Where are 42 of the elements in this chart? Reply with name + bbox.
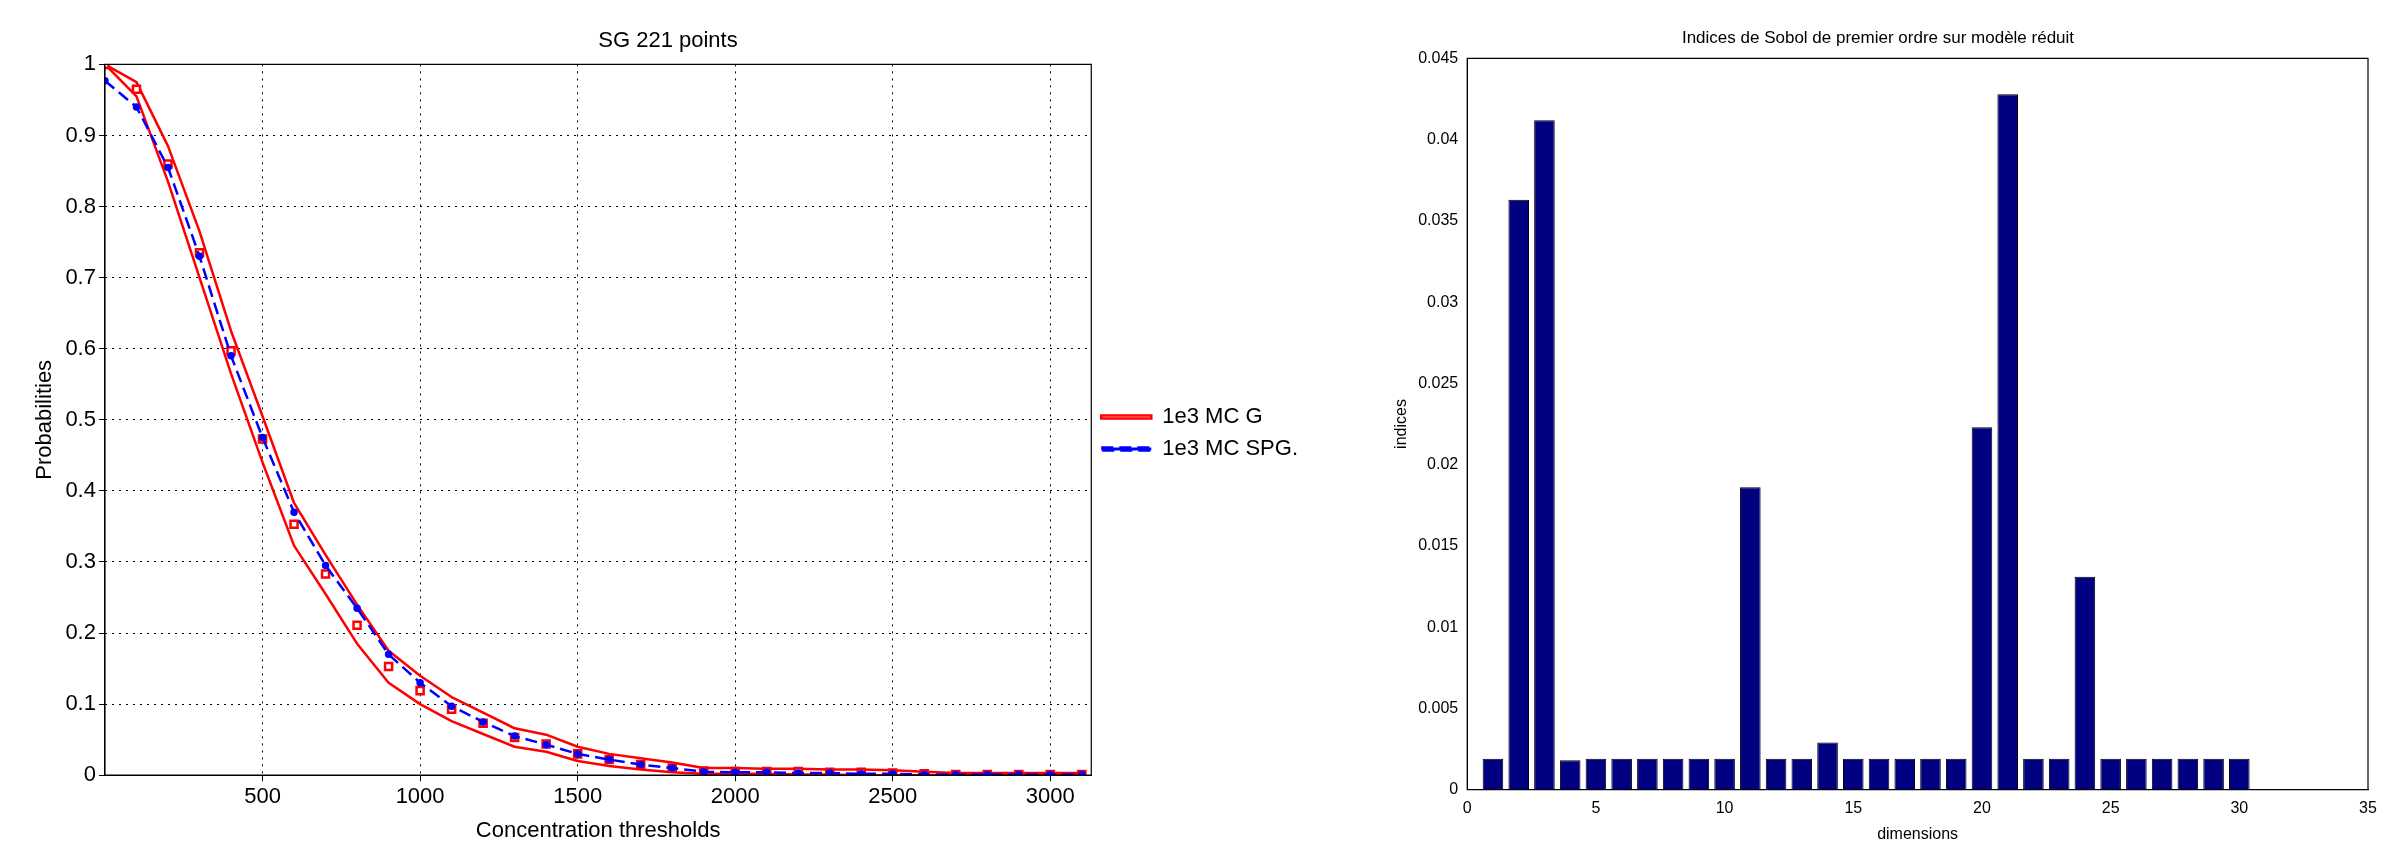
y-tick-label: 1 (83, 50, 96, 76)
y-tick-label: 0.005 (1418, 698, 1459, 716)
y-axis-title: Probabilities (31, 359, 57, 480)
y-tick-label: 0.015 (1418, 536, 1459, 554)
y-tick-label: 0.035 (1418, 211, 1459, 229)
y-tick-label: 0.2 (65, 619, 96, 645)
x-tick-label: 30 (2230, 798, 2249, 816)
y-tick-label: 0.4 (65, 476, 96, 502)
y-tick-label: 0.025 (1418, 373, 1459, 391)
x-tick-label: 20 (1973, 798, 1991, 816)
x-axis-title: Concentration thresholds (475, 816, 721, 842)
x-tick-label: 15 (1844, 798, 1863, 816)
x-tick-label: 25 (2101, 798, 2120, 816)
x-tick-label: 1500 (553, 783, 603, 809)
y-tick-label: 0.01 (1427, 617, 1459, 635)
y-axis-title: indices (1392, 399, 1410, 449)
y-tick-label: 0.3 (65, 548, 96, 574)
legend-label: 1e3 MC SPG. (1162, 435, 1298, 461)
x-tick-label: 35 (2359, 798, 2377, 816)
legend-label: 1e3 MC G (1162, 403, 1263, 429)
y-tick-label: 0.6 (65, 334, 96, 360)
x-tick-label: 2000 (710, 783, 760, 809)
x-axis-title: dimensions (1877, 824, 1959, 842)
x-tick-label: 10 (1715, 798, 1734, 816)
y-tick-label: 0.045 (1418, 48, 1459, 66)
x-tick-label: 5 (1591, 798, 1601, 816)
y-tick-label: 0.1 (65, 690, 96, 716)
y-tick-label: 0.8 (65, 192, 96, 218)
x-tick-label: 3000 (1025, 783, 1075, 809)
x-tick-label: 500 (244, 783, 281, 809)
x-tick-label: 2500 (868, 783, 918, 809)
y-tick-label: 0.04 (1427, 130, 1459, 148)
chart-title: Indices de Sobol de premier ordre sur modèle réduit (1681, 27, 2075, 47)
y-tick-label: 0.9 (65, 121, 96, 147)
y-tick-label: 0.02 (1427, 455, 1459, 473)
chart-title: SG 221 points (598, 27, 738, 53)
y-tick-label: 0.7 (65, 263, 96, 289)
x-tick-label: 0 (1462, 798, 1472, 816)
y-tick-label: 0.5 (65, 405, 96, 431)
y-tick-label: 0 (83, 761, 96, 787)
y-tick-label: 0.03 (1427, 292, 1459, 310)
x-tick-label: 1000 (395, 783, 445, 809)
